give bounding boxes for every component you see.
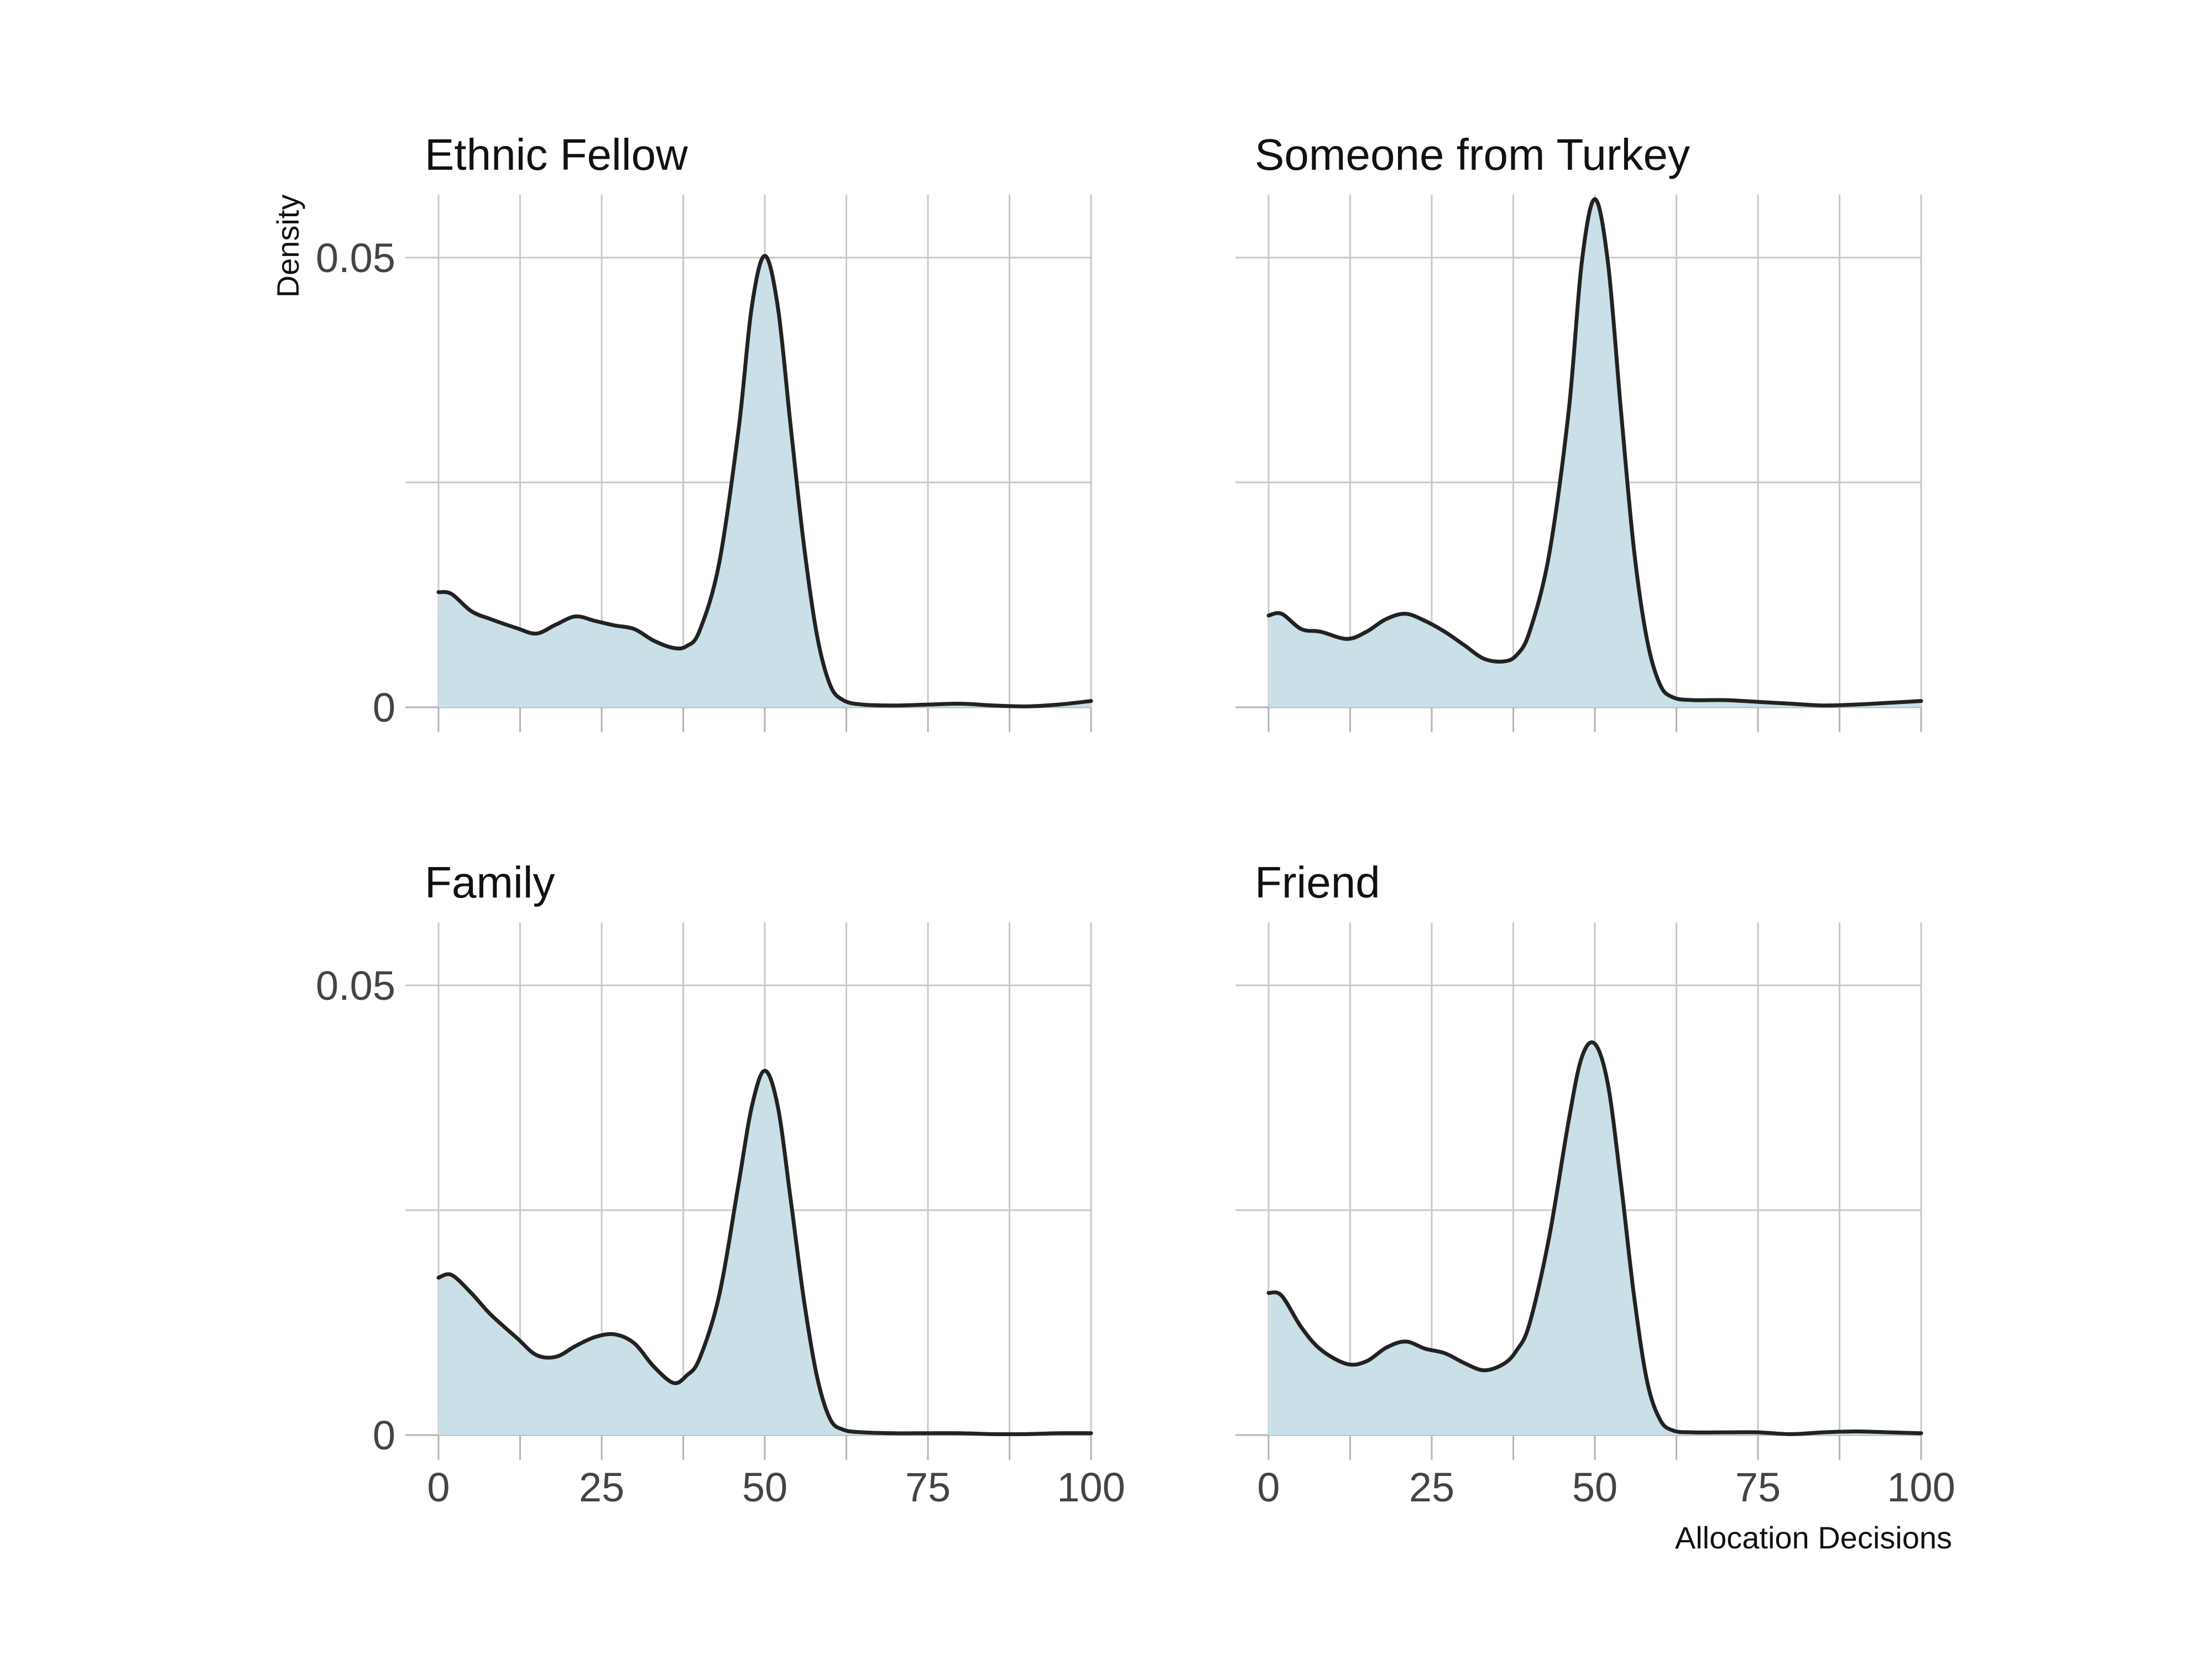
panel-1: Ethnic Fellow 0 0.05 — [316, 130, 1093, 732]
panel-2: Someone from Turkey — [1235, 130, 1923, 732]
density-area — [1269, 1042, 1921, 1435]
density-line — [436, 1068, 1093, 1437]
x-tick-label: 0 — [1257, 1464, 1280, 1510]
x-tick-label: 25 — [579, 1464, 624, 1510]
y-tick-label: 0.05 — [316, 963, 395, 1009]
panel-title: Ethnic Fellow — [425, 130, 688, 179]
x-axis-title: Allocation Decisions — [1675, 1520, 1952, 1555]
panel-3: Family 0 0.05 0 25 50 75 100 — [316, 858, 1125, 1510]
density-line — [1266, 1040, 1923, 1436]
density-area — [1269, 199, 1921, 708]
density-area — [439, 1071, 1091, 1435]
x-tick-label: 100 — [1057, 1464, 1125, 1510]
x-tick-label: 0 — [427, 1464, 450, 1510]
x-tick-label: 25 — [1409, 1464, 1454, 1510]
x-tick-label: 75 — [1735, 1464, 1781, 1510]
x-tick-label: 75 — [905, 1464, 951, 1510]
panel-title: Family — [425, 858, 555, 907]
x-tick-label: 50 — [742, 1464, 787, 1510]
y-axis-title: Density — [270, 195, 305, 298]
x-tick-label: 100 — [1887, 1464, 1955, 1510]
panel-title: Friend — [1255, 858, 1380, 907]
panels-layer: Ethnic Fellow 0 0.05 Someone from Turkey Fam… — [316, 130, 1955, 1510]
density-line — [436, 254, 1093, 708]
y-tick-label: 0.05 — [316, 235, 395, 281]
density-line — [1266, 197, 1923, 708]
y-tick-label: 0 — [373, 685, 395, 731]
density-area — [439, 255, 1091, 708]
x-tick-label: 50 — [1572, 1464, 1618, 1510]
y-tick-label: 0 — [373, 1412, 395, 1458]
panel-title: Someone from Turkey — [1255, 130, 1690, 179]
panel-4: Friend 0 25 50 75 100 — [1235, 858, 1955, 1510]
